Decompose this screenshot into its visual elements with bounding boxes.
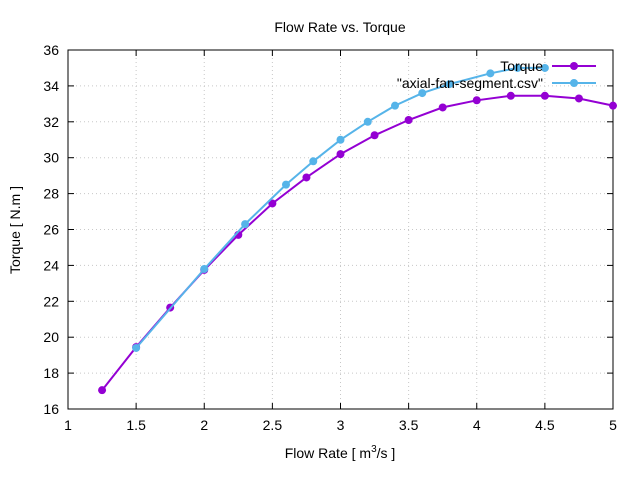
y-tick-label: 34 [43, 78, 59, 94]
data-point [472, 96, 481, 105]
legend-marker [570, 62, 578, 70]
x-axis-label-superscript: 3 [371, 444, 377, 455]
y-tick-label: 24 [43, 257, 59, 273]
data-point [370, 131, 379, 140]
data-point [438, 103, 447, 112]
y-tick-label: 30 [43, 150, 59, 166]
x-tick-label: 2 [200, 417, 208, 433]
x-tick-label: 1 [64, 417, 72, 433]
x-tick-label: 3 [337, 417, 345, 433]
legend-label: "axial-fan-segment.csv" [397, 75, 543, 91]
data-point [609, 101, 617, 110]
y-tick-label: 22 [43, 293, 59, 309]
x-tick-label: 4.5 [535, 417, 555, 433]
x-tick-label: 3.5 [399, 417, 419, 433]
y-tick-label: 18 [43, 365, 59, 381]
y-tick-label: 20 [43, 329, 59, 345]
x-tick-label: 2.5 [263, 417, 283, 433]
data-point [513, 63, 522, 72]
data-point [574, 94, 583, 103]
x-tick-label: 1.5 [126, 417, 146, 433]
data-point [336, 150, 345, 159]
data-point [132, 343, 141, 352]
x-axis-label: Flow Rate [ m3/s ] [285, 444, 396, 461]
y-tick-label: 28 [43, 186, 59, 202]
y-tick-label: 16 [43, 401, 59, 417]
data-point [445, 80, 454, 89]
legend: Torque"axial-fan-segment.csv" [397, 58, 596, 91]
data-point [336, 135, 345, 144]
data-point [540, 91, 549, 100]
data-point [418, 89, 427, 98]
data-point [404, 116, 413, 125]
y-tick-label: 36 [43, 42, 59, 58]
y-tick-label: 32 [43, 114, 59, 130]
data-point [200, 264, 209, 273]
series-layer [98, 63, 617, 395]
series-1 [132, 63, 549, 352]
data-point [302, 173, 311, 182]
data-point [241, 220, 250, 229]
x-tick-label: 4 [473, 417, 481, 433]
data-point [268, 199, 277, 208]
data-point [98, 386, 107, 395]
x-axis-label-main: Flow Rate [ m [285, 445, 371, 461]
chart-title: Flow Rate vs. Torque [274, 19, 405, 35]
y-axis-label: Torque [ N.m ] [7, 186, 23, 274]
data-point [309, 157, 318, 166]
data-point [363, 117, 372, 126]
legend-label: Torque [500, 58, 543, 74]
data-point [282, 180, 290, 189]
data-point [391, 101, 399, 110]
x-tick-label: 5 [609, 417, 617, 433]
legend-marker [570, 79, 578, 87]
data-point [540, 63, 549, 72]
axis-ticks: 1 1.5 2 2.5 3 3.5 4 4.5 5 16 18 20 22 24 26 28 30 32 34 36 [43, 42, 617, 433]
data-point [506, 91, 515, 100]
data-point [486, 69, 495, 78]
y-tick-label: 26 [43, 222, 59, 238]
x-axis-label-unit: /s ] [377, 445, 396, 461]
